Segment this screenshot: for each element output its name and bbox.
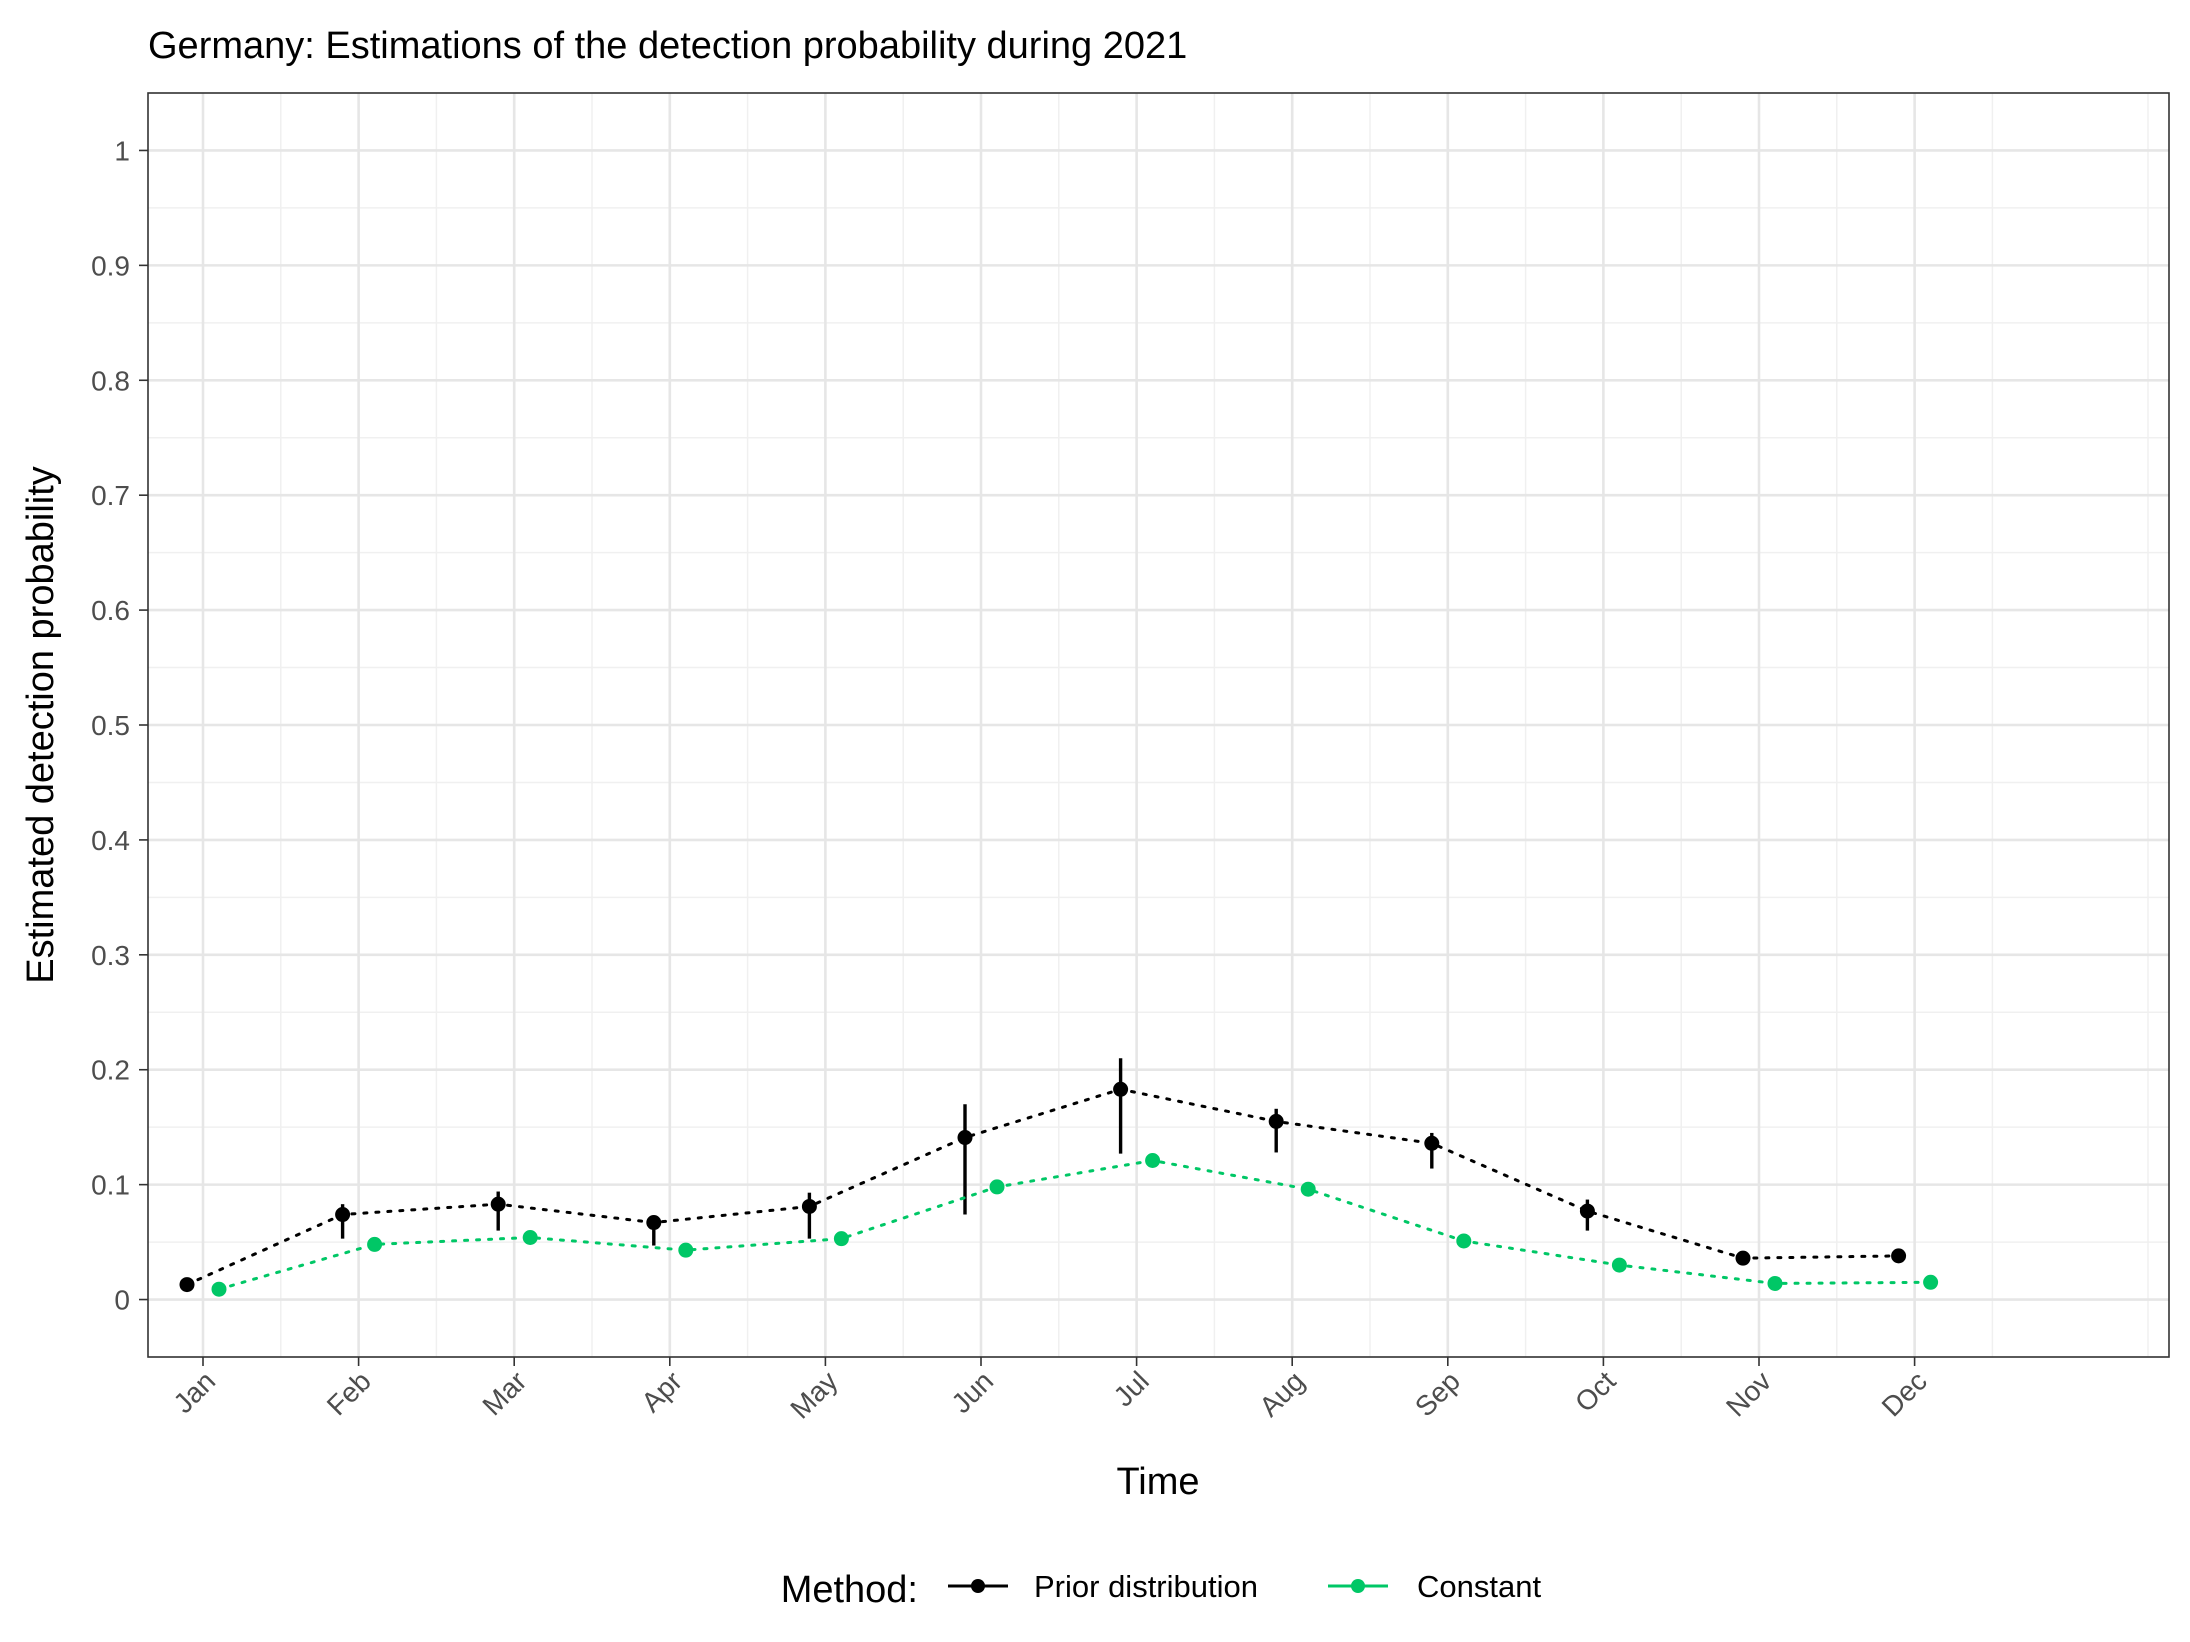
- y-tick-label: 0.7: [91, 480, 130, 511]
- data-point: [833, 1231, 849, 1247]
- y-axis: 0 0.1 0.2 0.3 0.4 0.5 0.6 0.7 0.8 0.9 1: [91, 135, 148, 1316]
- legend-label-prior-distribution: Prior distribution: [1034, 1569, 1258, 1604]
- data-point: [801, 1198, 817, 1214]
- data-point: [490, 1196, 506, 1212]
- data-point: [1456, 1233, 1472, 1249]
- data-point: [1300, 1181, 1316, 1197]
- data-point: [1145, 1153, 1161, 1169]
- x-tick-label: Dec: [1876, 1365, 1933, 1422]
- series-line: [217, 1158, 1933, 1291]
- x-tick-label: Feb: [321, 1365, 377, 1421]
- x-tick-label: Sep: [1409, 1365, 1466, 1422]
- data-point: [989, 1179, 1005, 1195]
- series-layer: [179, 1058, 1939, 1297]
- x-tick-label: Jun: [945, 1365, 999, 1419]
- data-point: [211, 1281, 227, 1297]
- legend: Method: Prior distribution Constant: [781, 1569, 1542, 1611]
- y-tick-label: 1: [114, 135, 130, 166]
- data-point: [1923, 1274, 1939, 1290]
- chart-title: Germany: Estimations of the detection pr…: [148, 25, 1187, 67]
- data-point: [1611, 1257, 1627, 1273]
- y-tick-label: 0.8: [91, 365, 130, 396]
- legend-key-point-prior-distribution: [971, 1579, 985, 1593]
- grid: [148, 92, 2169, 1358]
- x-axis: Jan Feb Mar Apr May Jun Jul Aug Sep Oct Nov Dec: [167, 1357, 1933, 1425]
- legend-label-constant: Constant: [1417, 1569, 1541, 1604]
- data-point: [957, 1130, 973, 1146]
- data-point: [522, 1229, 538, 1245]
- series-line: [185, 1087, 1901, 1287]
- data-point: [335, 1207, 351, 1223]
- data-point: [1579, 1203, 1595, 1219]
- data-point: [1424, 1135, 1440, 1151]
- data-point: [367, 1236, 383, 1252]
- data-point: [1735, 1250, 1751, 1266]
- legend-title: Method:: [781, 1569, 918, 1611]
- y-tick-label: 0.5: [91, 710, 130, 741]
- data-point: [1113, 1081, 1129, 1097]
- x-tick-label: Nov: [1720, 1365, 1777, 1422]
- x-tick-label: Oct: [1569, 1365, 1622, 1418]
- data-point: [678, 1242, 694, 1258]
- y-tick-label: 0.4: [91, 825, 130, 856]
- legend-item-constant: Constant: [1328, 1569, 1541, 1604]
- y-tick-label: 0.1: [91, 1170, 130, 1201]
- y-tick-label: 0.6: [91, 595, 130, 626]
- data-point: [1268, 1113, 1284, 1129]
- x-tick-label: May: [784, 1365, 843, 1424]
- data-point: [1767, 1275, 1783, 1291]
- series-prior-distribution: [179, 1058, 1907, 1293]
- y-axis-label: Estimated detection probability: [20, 466, 62, 984]
- x-tick-label: Jul: [1108, 1365, 1155, 1412]
- data-point: [1891, 1248, 1907, 1264]
- y-tick-label: 0.9: [91, 250, 130, 281]
- y-tick-label: 0.2: [91, 1055, 130, 1086]
- legend-key-point-constant: [1351, 1579, 1365, 1593]
- x-axis-label: Time: [1116, 1461, 1199, 1503]
- legend-item-prior-distribution: Prior distribution: [948, 1569, 1258, 1604]
- series-constant: [211, 1153, 1939, 1297]
- y-tick-label: 0.3: [91, 940, 130, 971]
- x-tick-label: Apr: [635, 1365, 688, 1418]
- y-tick-label: 0: [114, 1285, 130, 1316]
- x-tick-label: Aug: [1253, 1365, 1310, 1422]
- data-point: [179, 1277, 195, 1293]
- x-tick-label: Jan: [167, 1365, 221, 1419]
- data-point: [646, 1215, 662, 1231]
- x-tick-label: Mar: [476, 1365, 532, 1421]
